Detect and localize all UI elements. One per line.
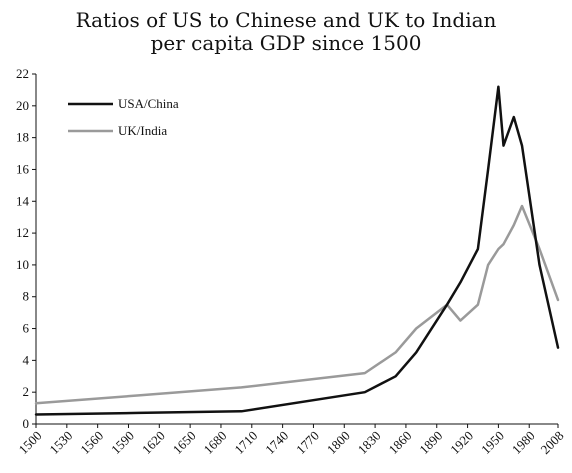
x-tick-label: 1710 [231,428,260,457]
x-tick-label: 2008 [538,428,567,457]
y-tick-label: 2 [23,384,30,399]
y-tick-label: 16 [16,161,30,176]
series-line-usa-china [34,85,560,416]
y-tick-label: 4 [23,352,30,367]
y-tick-label: 18 [16,130,29,145]
x-tick-label: 1560 [77,428,106,457]
x-tick-label: 1860 [385,428,414,457]
x-tick-label: 1530 [46,428,75,457]
y-tick-label: 6 [23,321,30,336]
x-tick-label: 1890 [416,428,445,457]
y-tick-label: 14 [16,193,30,208]
x-tick-label: 1920 [447,428,476,457]
legend-label-uk-india: UK/India [118,123,167,138]
y-tick-label: 20 [16,98,29,113]
x-tick-label: 1830 [355,428,384,457]
series-line-uk-india [34,204,560,405]
x-tick-label: 1980 [509,428,538,457]
x-axis-ticks: 1500 1530 1560 1590 1620 1650 1680 1710 1740 1770… [16,424,567,457]
series-layer [34,85,560,416]
y-tick-label: 10 [16,257,29,272]
x-tick-label: 1800 [324,428,353,457]
x-tick-label: 1500 [16,428,45,457]
legend: USA/China UK/India [68,96,179,138]
legend-label-usa-china: USA/China [118,96,179,111]
y-axis-ticks: 0 2 4 6 8 10 12 14 16 18 20 22 [16,66,36,431]
x-tick-label: 1770 [293,428,322,457]
x-tick-label: 1950 [478,428,507,457]
x-tick-label: 1620 [139,428,168,457]
y-tick-label: 12 [16,225,29,240]
x-tick-label: 1680 [201,428,230,457]
chart-title-line-1: Ratios of US to Chinese and UK to Indian [76,8,497,32]
y-tick-label: 0 [23,416,30,431]
chart-title-line-2: per capita GDP since 1500 [151,31,422,55]
y-tick-label: 8 [23,289,30,304]
y-tick-label: 22 [16,66,29,81]
x-tick-label: 1650 [170,428,199,457]
x-tick-label: 1740 [262,428,291,457]
x-tick-label: 1590 [108,428,137,457]
